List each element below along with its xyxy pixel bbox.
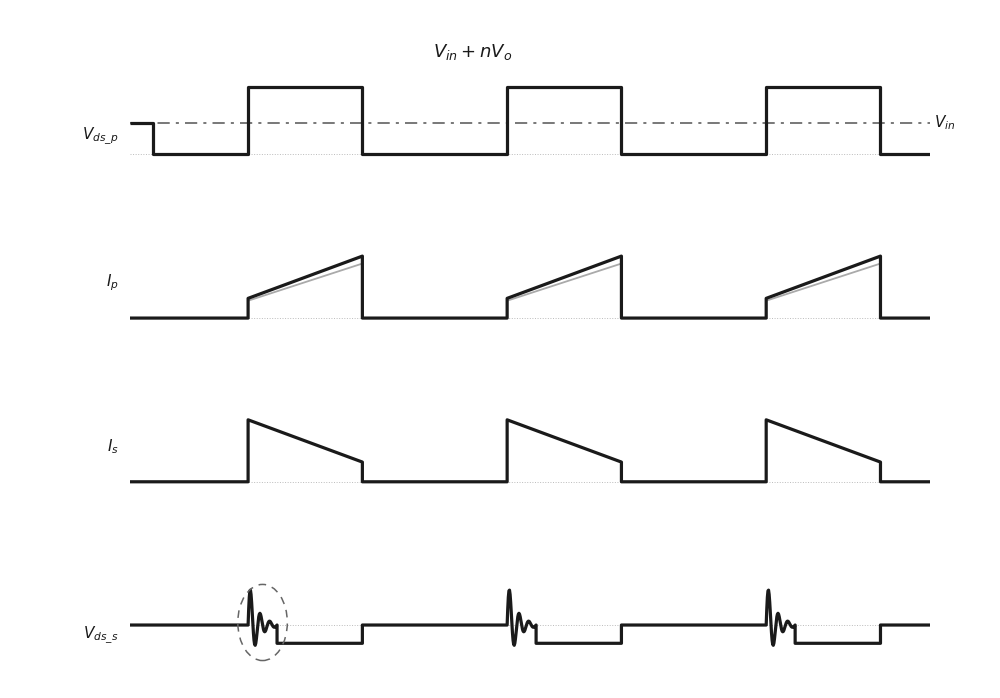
Text: $I_p$: $I_p$ — [106, 272, 119, 293]
Text: $I_s$: $I_s$ — [107, 437, 119, 456]
Text: $V_{ds\_p}$: $V_{ds\_p}$ — [82, 126, 119, 147]
Text: $V_{in}$: $V_{in}$ — [934, 114, 955, 133]
Text: $V_{ds\_s}$: $V_{ds\_s}$ — [83, 625, 119, 646]
Text: $V_{in}+nV_o$: $V_{in}+nV_o$ — [433, 42, 512, 62]
